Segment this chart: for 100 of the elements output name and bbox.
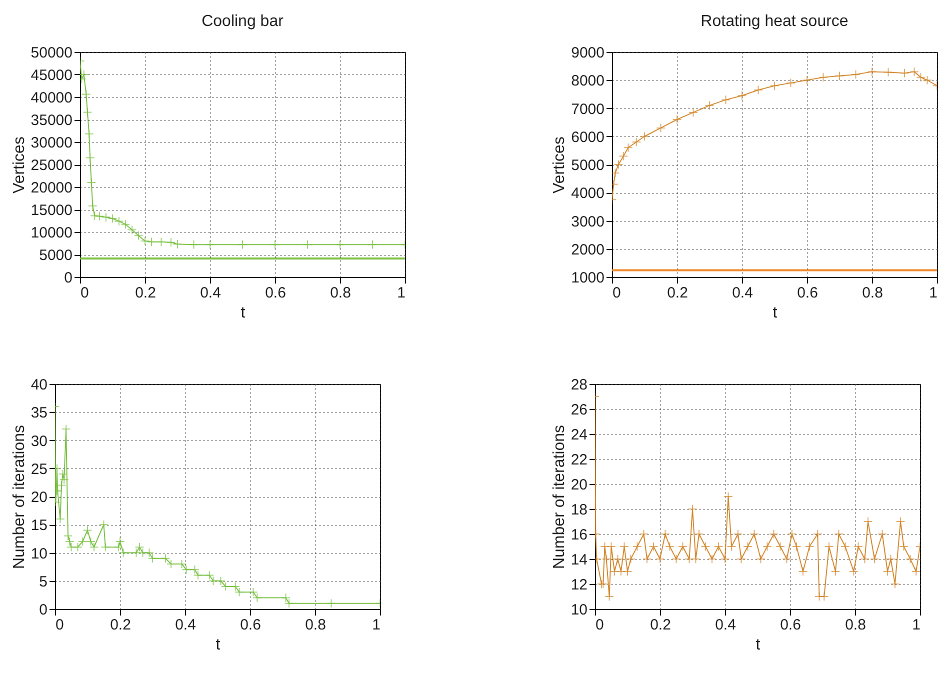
y-tick-label: 0: [64, 270, 72, 286]
point: [90, 211, 100, 220]
y-axis-title: Number of iterations: [10, 424, 28, 570]
point: [115, 536, 125, 546]
point: [326, 598, 336, 608]
y-tick-label: 1000: [571, 270, 604, 286]
x-tick-label: 0.2: [110, 616, 131, 634]
point: [146, 237, 156, 247]
x-tick-label: 0.4: [732, 284, 753, 302]
x-tick-label: 0.4: [200, 284, 221, 302]
point: [205, 240, 215, 250]
y-tick-label: 22: [570, 452, 588, 468]
point: [189, 240, 198, 250]
point: [368, 240, 378, 250]
x-tick-label: 1: [397, 284, 406, 302]
y-tick-label: 12: [570, 576, 588, 594]
point: [335, 240, 345, 250]
point: [132, 548, 141, 558]
x-axis-title: t: [772, 304, 778, 322]
y-tick-label: 10: [30, 545, 48, 562]
point: [172, 239, 182, 249]
y-axis-title: Vertices: [10, 136, 28, 194]
y-tick-label: 35000: [30, 112, 72, 129]
point: [56, 514, 65, 524]
y-tick-label: 40000: [30, 90, 72, 106]
point: [721, 95, 730, 104]
y-axis-title: Number of iterations: [550, 424, 568, 570]
point: [82, 108, 92, 117]
point: [73, 542, 82, 552]
y-tick-label: 30: [30, 432, 48, 450]
y-tick-label: 5000: [571, 157, 604, 174]
y-tick-label: 35: [30, 404, 48, 422]
y-tick-label: 10000: [30, 224, 72, 242]
x-tick-label: 0.8: [845, 616, 866, 634]
point: [614, 160, 624, 170]
x-tick-label: 0.4: [175, 616, 196, 634]
point: [900, 68, 910, 78]
x-tick-label: 0.2: [650, 616, 671, 634]
y-tick-label: 25000: [30, 157, 72, 174]
point: [754, 85, 763, 95]
point: [101, 212, 111, 222]
y-tick-label: 16: [570, 526, 588, 544]
x-tick-label: 0.6: [780, 616, 801, 634]
y-tick-label: 0: [39, 602, 48, 618]
point: [624, 142, 633, 152]
point: [802, 75, 812, 85]
y-tick-label: 30000: [30, 134, 72, 152]
y-tick-label: 15000: [30, 202, 72, 219]
point: [884, 68, 893, 77]
point: [632, 137, 642, 147]
point: [56, 480, 66, 490]
x-tick-label: 0.8: [862, 284, 883, 302]
point: [81, 90, 91, 99]
point: [88, 201, 98, 211]
y-tick-label: 9000: [571, 44, 604, 62]
y-tick-label: 15: [30, 517, 48, 534]
point: [688, 108, 698, 118]
point: [834, 71, 844, 81]
point: [302, 240, 312, 250]
chart-title: Rotating heat source: [700, 13, 848, 30]
x-tick-label: 0.8: [305, 616, 326, 634]
x-tick-label: 1: [929, 284, 938, 302]
point: [786, 78, 796, 88]
y-tick-label: 6000: [571, 128, 604, 146]
x-tick-label: 0.6: [797, 284, 818, 302]
x-tick-label: 0.8: [330, 284, 351, 302]
point: [61, 424, 71, 434]
x-tick-label: 0.6: [265, 284, 286, 302]
y-tick-label: 5000: [39, 247, 72, 264]
point: [851, 70, 860, 80]
point: [770, 81, 780, 90]
point: [100, 542, 110, 552]
y-axis-title: Vertices: [551, 136, 568, 194]
y-tick-label: 24: [570, 426, 588, 444]
point: [156, 237, 166, 247]
x-tick-label: 1: [912, 616, 920, 634]
point: [78, 536, 88, 546]
x-tick-label: 0.6: [240, 616, 261, 634]
point: [80, 70, 89, 80]
x-tick-label: 0: [612, 284, 621, 302]
y-tick-label: 10: [570, 602, 588, 618]
point: [640, 132, 650, 142]
point: [85, 153, 95, 162]
point: [238, 240, 248, 250]
y-tick-label: 8000: [571, 72, 604, 90]
point: [612, 168, 620, 178]
chart-title: Cooling bar: [202, 13, 284, 30]
y-tick-label: 40: [30, 376, 48, 394]
y-tick-label: 20: [570, 476, 588, 494]
x-tick-label: 0.2: [667, 284, 688, 302]
point: [166, 238, 176, 248]
y-tick-label: 5: [39, 573, 48, 590]
point: [99, 520, 108, 530]
point: [737, 90, 747, 100]
point: [818, 72, 828, 82]
x-tick-label: 0.2: [135, 284, 156, 302]
y-tick-label: 4000: [571, 185, 604, 202]
y-tick-label: 7000: [571, 100, 604, 118]
y-tick-label: 20: [30, 489, 48, 506]
point: [704, 100, 714, 110]
